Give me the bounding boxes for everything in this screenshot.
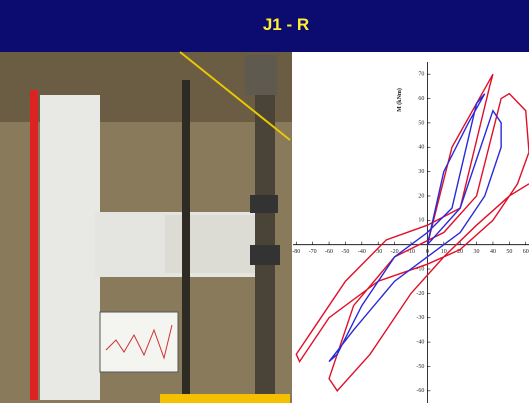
x-tick-label: 0 <box>426 249 429 255</box>
y-tick-label: 50 <box>418 120 424 126</box>
y-tick-label: -10 <box>416 266 424 272</box>
x-tick-label: -20 <box>391 249 399 255</box>
x-tick-label: -40 <box>358 249 366 255</box>
y-tick-label: -40 <box>416 339 424 345</box>
y-tick-label: 10 <box>418 218 424 224</box>
y-tick-label: -30 <box>416 315 424 321</box>
x-tick-label: -70 <box>309 249 317 255</box>
y-tick-label: -20 <box>416 291 424 297</box>
y-tick-label: -50 <box>416 364 424 370</box>
x-tick-label: -50 <box>341 249 349 255</box>
x-tick-label: 10 <box>441 249 447 255</box>
y-tick-label: 20 <box>418 193 424 199</box>
y-tick-label: 40 <box>418 145 424 151</box>
x-tick-label: 40 <box>490 249 496 255</box>
x-tick-label: 20 <box>457 249 463 255</box>
x-tick-label: 50 <box>506 249 512 255</box>
x-tick-label: -60 <box>325 249 333 255</box>
title-bar <box>0 0 529 52</box>
photo <box>0 51 292 403</box>
x-tick-label: -80 <box>292 249 300 255</box>
x-tick-label: -30 <box>374 249 382 255</box>
y-tick-label: 60 <box>418 96 424 102</box>
chart: -60 -50 -40 -30 -20 -10 10 20 30 40 50 60 70 -80 -70 -6… <box>292 62 529 403</box>
y-tick-label: 30 <box>418 169 424 175</box>
chart-panel <box>292 52 529 403</box>
hysteresis-line <box>328 93 502 363</box>
y-axis-label: M (kNm) <box>396 88 403 112</box>
y-tick-label: -60 <box>416 388 424 394</box>
x-tick-label: -10 <box>407 249 415 255</box>
x-tick-label: 60 <box>523 249 529 255</box>
slide-title: J1 - R <box>263 15 309 34</box>
y-tick-label: 70 <box>418 72 424 78</box>
x-tick-label: 30 <box>474 249 480 255</box>
